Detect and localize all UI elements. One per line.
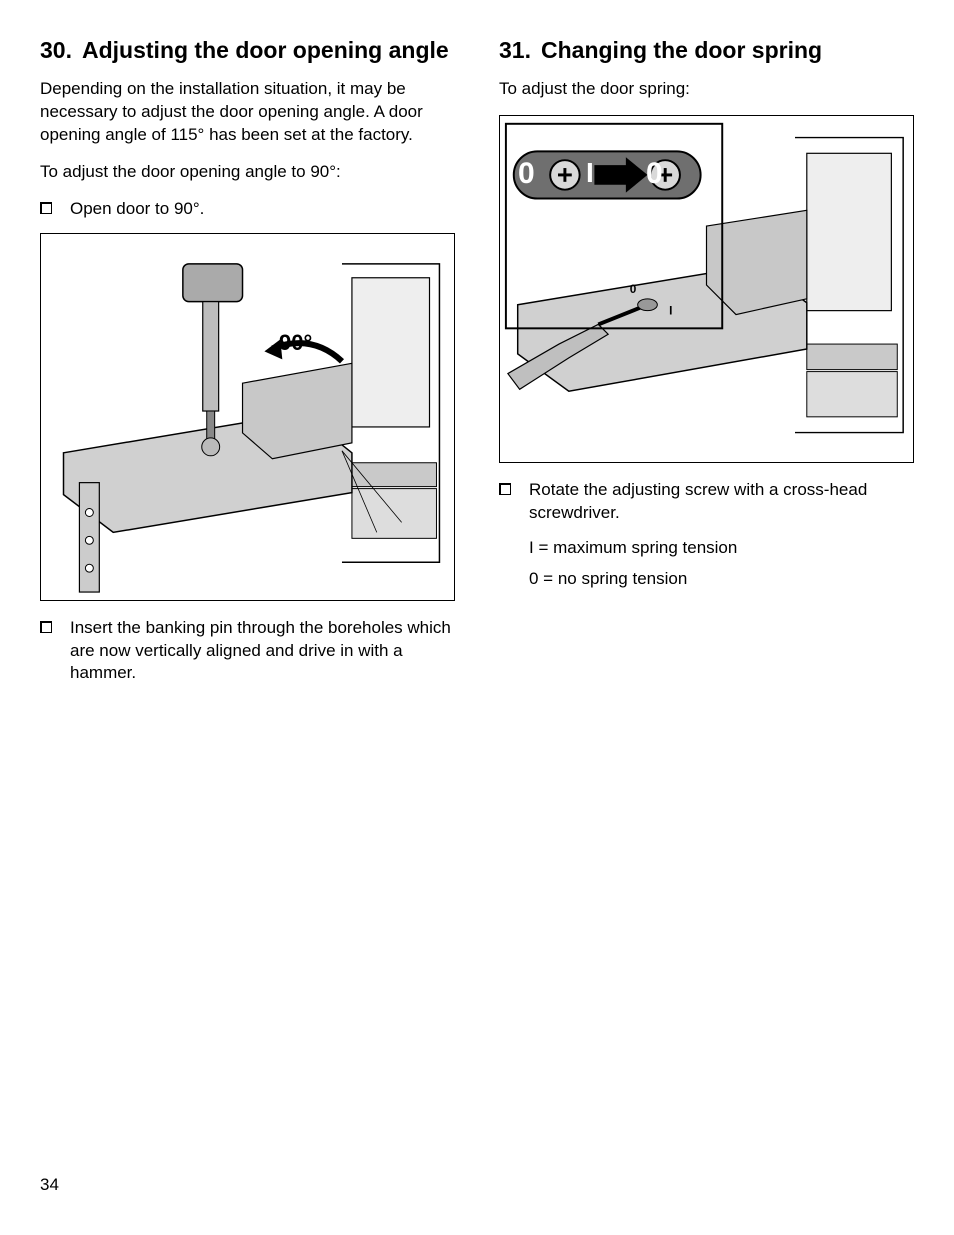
instruction-lead: To adjust the door opening angle to 90°: (40, 161, 455, 184)
sub-item: I = maximum spring tension (529, 537, 914, 560)
list-item: Open door to 90°. (40, 198, 455, 221)
list-item: Rotate the adjusting screw with a cross-… (499, 479, 914, 525)
svg-text:0: 0 (630, 282, 637, 296)
section-number: 30. (40, 36, 82, 66)
illustration-door-spring: 0 I (500, 116, 913, 462)
left-column: 30. Adjusting the door opening angle Dep… (40, 36, 455, 697)
checkbox-icon (499, 483, 511, 495)
sub-item: 0 = no spring tension (529, 568, 914, 591)
intro-paragraph: Depending on the installation situation,… (40, 78, 455, 147)
inset-label-i: I (586, 157, 594, 189)
section-title: Adjusting the door opening angle (82, 36, 455, 66)
section-title: Changing the door spring (541, 36, 914, 66)
checkbox-icon (40, 202, 52, 214)
section-heading-30: 30. Adjusting the door opening angle (40, 36, 455, 66)
bullet-list-left-bottom: Insert the banking pin through the boreh… (40, 617, 455, 686)
page-number: 34 (40, 1175, 59, 1195)
checkbox-icon (40, 621, 52, 633)
sub-list: I = maximum spring tension 0 = no spring… (529, 537, 914, 591)
bullet-list-left-top: Open door to 90°. (40, 198, 455, 221)
bullet-list-right: Rotate the adjusting screw with a cross-… (499, 479, 914, 525)
bullet-text: Insert the banking pin through the boreh… (70, 617, 455, 686)
bullet-text: Open door to 90°. (70, 198, 455, 221)
inset-label-zero-right: 0 (646, 157, 663, 191)
inset-label-zero-left: 0 (518, 157, 535, 191)
illustration-door-angle (41, 234, 454, 600)
figure-door-spring: 0 I 0 I 0 (499, 115, 914, 463)
section-heading-31: 31. Changing the door spring (499, 36, 914, 66)
bullet-text: Rotate the adjusting screw with a cross-… (529, 479, 914, 525)
svg-text:I: I (669, 303, 672, 317)
figure-angle-label: 90° (279, 330, 312, 356)
figure-door-angle: 90° (40, 233, 455, 601)
right-column: 31. Changing the door spring To adjust t… (499, 36, 914, 697)
instruction-lead: To adjust the door spring: (499, 78, 914, 101)
list-item: Insert the banking pin through the boreh… (40, 617, 455, 686)
section-number: 31. (499, 36, 541, 66)
